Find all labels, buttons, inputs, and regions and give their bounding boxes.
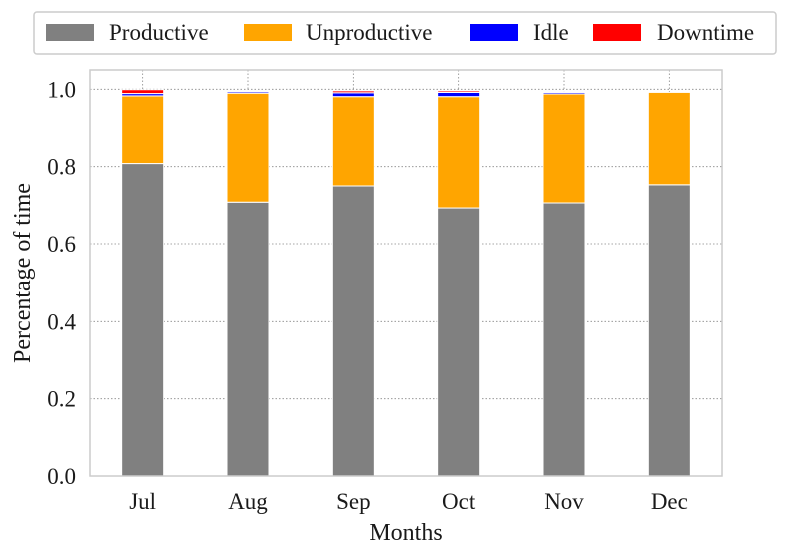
x-axis-label: Months (369, 520, 442, 546)
grid (90, 70, 722, 476)
bar-downtime-aug (226, 90, 270, 93)
y-axis-label: Percentage of time (10, 183, 36, 363)
legend-label-productive: Productive (109, 20, 209, 45)
legend-swatch-unproductive (244, 24, 292, 41)
bar-downtime-nov (542, 91, 586, 93)
bar-downtime-sep (331, 90, 375, 94)
x-tick-label-dec: Dec (651, 489, 688, 514)
y-tick-label: 0.8 (47, 155, 76, 180)
bar-productive-sep (331, 185, 375, 477)
bar-unproductive-jul (121, 95, 165, 165)
x-tick-label-nov: Nov (544, 489, 584, 514)
x-axis-ticks: Jul Aug Sep Oct Nov Dec (129, 489, 688, 514)
bar-productive-dec (647, 184, 691, 477)
bar-unproductive-aug (226, 92, 270, 203)
plot-frame (89, 69, 723, 477)
y-tick-label: 0.4 (47, 309, 76, 334)
bar-unproductive-oct (437, 96, 481, 209)
bar-unproductive-nov (542, 93, 586, 204)
legend-label-unproductive: Unproductive (306, 20, 432, 45)
bars (121, 89, 691, 477)
y-tick-label: 1.0 (47, 77, 76, 102)
legend-swatch-productive (46, 24, 94, 41)
bar-productive-jul (121, 163, 165, 477)
bar-idle-oct (437, 91, 481, 98)
y-tick-label: 0.6 (47, 232, 76, 257)
legend: Productive Unproductive Idle Downtime (33, 11, 777, 55)
bar-downtime-oct (437, 90, 481, 93)
bar-productive-aug (226, 201, 270, 477)
bar-idle-sep (331, 92, 375, 98)
x-tick-label-sep: Sep (336, 489, 371, 514)
x-tick-label-jul: Jul (129, 489, 156, 514)
x-tick-label-oct: Oct (442, 489, 476, 514)
bar-unproductive-sep (331, 96, 375, 187)
bar-productive-oct (437, 207, 481, 477)
legend-swatch-downtime (593, 24, 641, 41)
legend-frame (33, 11, 777, 55)
y-axis-ticks: 0.0 0.2 0.4 0.6 0.8 1.0 (47, 77, 76, 489)
legend-label-idle: Idle (533, 20, 569, 45)
x-tick-label-aug: Aug (228, 489, 268, 514)
bar-productive-nov (542, 202, 586, 477)
legend-label-downtime: Downtime (657, 20, 754, 45)
bar-downtime-jul (121, 89, 165, 95)
bar-unproductive-dec (647, 91, 691, 186)
legend-swatch-idle (470, 24, 518, 41)
y-tick-label: 0.2 (47, 387, 76, 412)
y-tick-label: 0.0 (47, 464, 76, 489)
